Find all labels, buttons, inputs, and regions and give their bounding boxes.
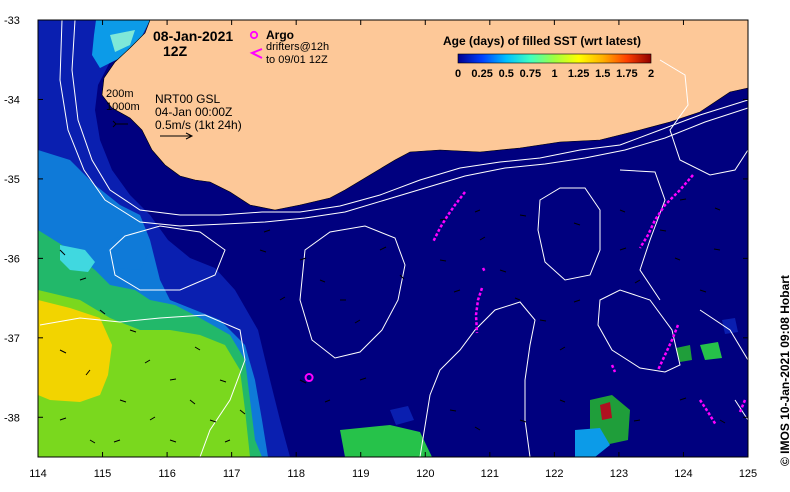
contour-label-200m: 200m <box>106 88 134 100</box>
plot-frame <box>37 19 749 458</box>
colorbar-title: Age (days) of filled SST (wrt latest) <box>443 34 642 48</box>
colorbar: 0 0.25 0.5 0.75 1 1.25 1.5 1.75 2 <box>455 53 654 80</box>
colorbar-tick-label: 1.5 <box>595 68 610 80</box>
drifter-track-2 <box>481 267 487 273</box>
drifter-track-1 <box>431 191 466 243</box>
colorbar-tick-label: 1 <box>551 68 557 80</box>
product-date-label: 04-Jan 00:00Z <box>155 105 233 119</box>
x-tick-label: 125 <box>739 468 757 480</box>
credit-text: © IMOS 10-Jan-2021 09:08 Hobart <box>778 275 790 466</box>
x-tick-label: 115 <box>94 468 112 480</box>
drifter-track-4 <box>638 174 694 249</box>
current-scale-label: 0.5m/s (1kt 24h) <box>155 118 242 132</box>
x-tick-label: 121 <box>481 468 499 480</box>
eddy-contours <box>39 59 748 457</box>
drifter-track-8 <box>738 399 747 413</box>
colorbar-tick-label: 0.75 <box>520 68 541 80</box>
x-tick-label: 114 <box>29 468 47 480</box>
argo-float <box>304 373 314 383</box>
colorbar-tick-label: 0.5 <box>499 68 514 80</box>
scale-arrow <box>160 132 194 140</box>
map-content <box>38 20 748 457</box>
colorbar-ticks: 0 0.25 0.5 0.75 1 1.25 1.5 1.75 2 <box>455 68 654 80</box>
argo-float-marker <box>304 373 314 383</box>
y-tick-label: -38 <box>4 412 20 424</box>
map-date: 08-Jan-2021 <box>153 28 234 44</box>
map-time: 12Z <box>163 43 188 59</box>
contour-marker-arrow <box>112 120 128 128</box>
land-mass <box>101 20 748 211</box>
x-tick-label: 117 <box>223 468 241 480</box>
current-vectors <box>59 198 726 444</box>
drifter-track-3 <box>474 287 484 334</box>
colorbar-tick-label: 1.75 <box>616 68 637 80</box>
argo-legend-icon <box>249 30 259 40</box>
x-tick-label: 120 <box>416 468 434 480</box>
y-tick-label: -36 <box>4 253 20 265</box>
colorbar-tick-label: 0 <box>455 68 461 80</box>
drifter-track-5 <box>656 324 680 371</box>
argo-legend-label: Argo <box>266 28 294 42</box>
sst-age-patches <box>38 20 290 457</box>
bathymetry-contours <box>59 20 748 227</box>
y-tick-label: -37 <box>4 333 20 345</box>
colorbar-tick-label: 2 <box>648 68 654 80</box>
x-tick-label: 119 <box>352 468 370 480</box>
x-tick-label: 122 <box>545 468 563 480</box>
drifters-legend-sublabel: to 09/01 12Z <box>266 54 328 66</box>
colorbar-tick-label: 0.25 <box>471 68 492 80</box>
drifter-track-6 <box>610 364 617 373</box>
x-tick-label: 118 <box>287 468 305 480</box>
x-axis: 114 115 116 117 118 119 120 121 122 123 124 125 <box>29 20 757 480</box>
y-axis: -33 -34 -35 -36 -37 -38 <box>4 15 748 424</box>
colorbar-tick-label: 1.25 <box>568 68 589 80</box>
x-tick-label: 123 <box>610 468 628 480</box>
drifters-legend-label: drifters@12h <box>266 41 330 53</box>
x-tick-label: 124 <box>674 468 692 480</box>
y-tick-label: -35 <box>4 174 20 186</box>
y-tick-label: -33 <box>4 15 20 27</box>
drifter-tracks <box>431 174 747 426</box>
product-label: NRT00 GSL <box>155 92 221 106</box>
drifter-legend-icon <box>249 48 263 59</box>
x-tick-label: 116 <box>158 468 176 480</box>
colorbar-bar <box>457 53 652 64</box>
contour-label-1000m: 1000m <box>106 101 140 113</box>
sst-age-small-patches <box>340 318 738 457</box>
y-tick-label: -34 <box>4 94 20 106</box>
